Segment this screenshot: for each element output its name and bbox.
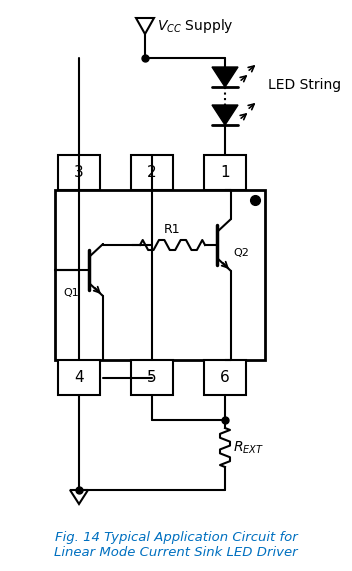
Bar: [204, 155, 246, 190]
Bar: [55, 190, 265, 360]
Text: Q1: Q1: [63, 288, 79, 298]
Text: 4: 4: [74, 370, 84, 385]
Text: 6: 6: [220, 370, 230, 385]
Text: 5: 5: [147, 370, 157, 385]
Text: 3: 3: [74, 165, 84, 180]
Bar: [58, 155, 100, 190]
Text: $V_{CC}$ Supply: $V_{CC}$ Supply: [157, 17, 234, 35]
Text: Q2: Q2: [233, 248, 249, 258]
Bar: [58, 360, 100, 395]
Polygon shape: [212, 67, 238, 87]
Text: Fig. 14 Typical Application Circuit for
Linear Mode Current Sink LED Driver: Fig. 14 Typical Application Circuit for …: [54, 531, 298, 559]
Text: $R_{EXT}$: $R_{EXT}$: [233, 439, 264, 456]
Text: LED String: LED String: [268, 78, 341, 92]
Bar: [204, 360, 246, 395]
Bar: [131, 155, 173, 190]
Polygon shape: [136, 18, 154, 34]
Text: 2: 2: [147, 165, 157, 180]
Text: R1: R1: [164, 223, 181, 236]
Text: 1: 1: [220, 165, 230, 180]
Polygon shape: [212, 105, 238, 125]
Polygon shape: [70, 490, 88, 504]
Bar: [131, 360, 173, 395]
